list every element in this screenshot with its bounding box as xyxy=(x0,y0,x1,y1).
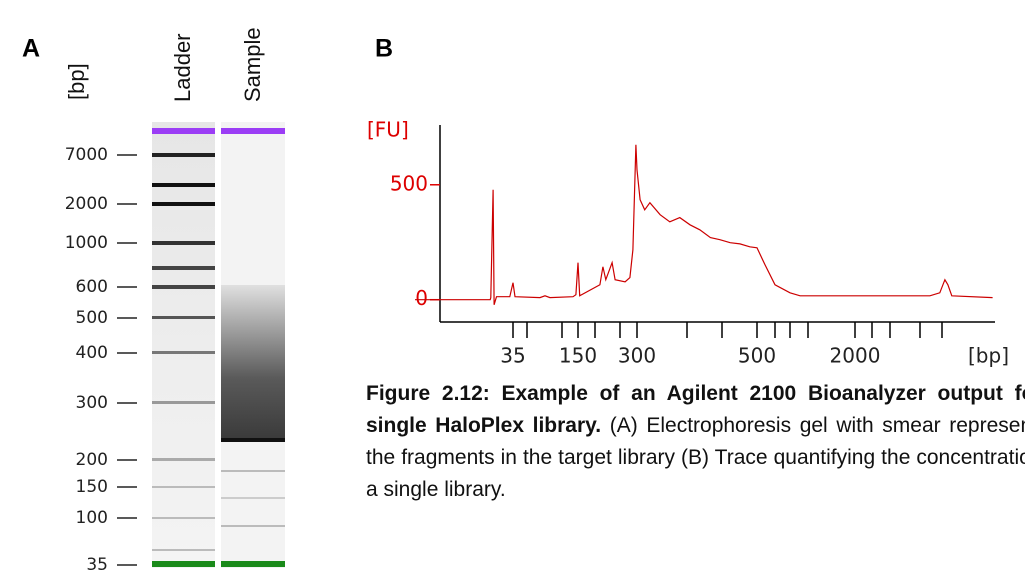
y-tick-label: 500 xyxy=(390,171,428,195)
x-tick-label: 150 xyxy=(559,344,597,368)
upper-marker xyxy=(221,128,285,134)
ladder-lane xyxy=(152,122,215,568)
gel-tick-label: 2000 xyxy=(65,194,108,214)
gel-tick-label: 600 xyxy=(76,277,108,297)
sample-band xyxy=(221,525,285,527)
x-tick-label: 300 xyxy=(618,344,656,368)
trace xyxy=(415,145,993,305)
gel-tick-label: 7000 xyxy=(65,145,108,165)
lower-marker xyxy=(221,561,285,567)
sample-band xyxy=(221,438,285,442)
panel-label: B xyxy=(375,35,393,63)
lane-label: Ladder xyxy=(170,33,195,102)
y-axis-label: [FU] xyxy=(367,118,409,142)
y-tick-label: 0 xyxy=(415,286,428,310)
x-axis-label: [bp] xyxy=(968,344,1009,368)
sample-band xyxy=(221,497,285,499)
gel-tick-label: 400 xyxy=(76,343,108,363)
gel-tick-label: 200 xyxy=(76,450,108,470)
gel-tick-label: 300 xyxy=(76,393,108,413)
gel-tick-label: 1000 xyxy=(65,233,108,253)
unit-label: [bp] xyxy=(64,63,89,100)
x-tick-label: 35 xyxy=(500,344,525,368)
gel-tick-label: 35 xyxy=(86,555,108,571)
sample-smear xyxy=(221,285,285,440)
sample-band xyxy=(221,470,285,472)
figure-caption: Figure 2.12: Example of an Agilent 2100 … xyxy=(366,378,1025,506)
panel-label: A xyxy=(22,35,40,63)
x-tick-label: 2000 xyxy=(830,344,881,368)
page: { "panel_a": { "label": "A", "unit": "[b… xyxy=(0,0,1025,571)
upper-marker xyxy=(152,128,215,134)
lower-marker xyxy=(152,561,215,567)
gel-tick-label: 150 xyxy=(76,477,108,497)
lane-label: Sample xyxy=(240,27,265,102)
x-tick-label: 500 xyxy=(738,344,776,368)
gel-tick-label: 100 xyxy=(76,508,108,528)
gel-tick-label: 500 xyxy=(76,308,108,328)
minor-ticks xyxy=(527,322,942,338)
